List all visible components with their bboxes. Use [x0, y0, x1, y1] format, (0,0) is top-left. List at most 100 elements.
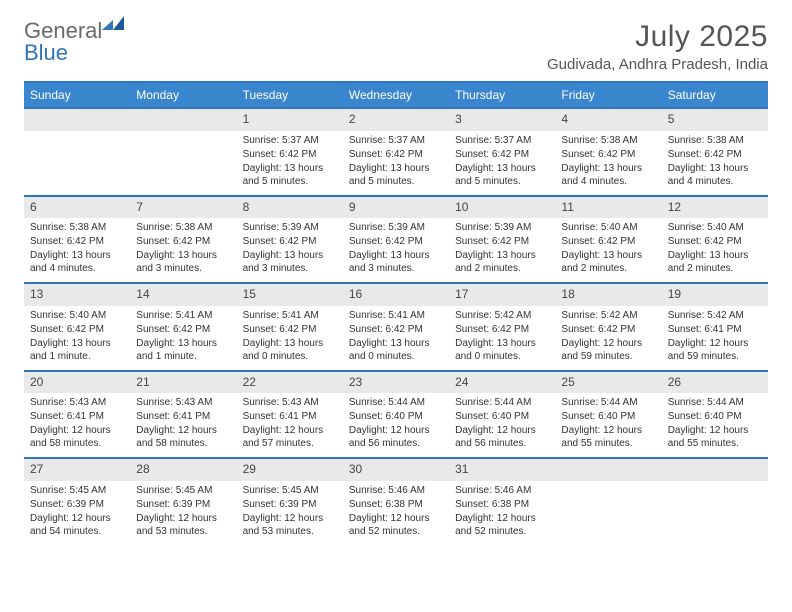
calendar-day-cell: 2Sunrise: 5:37 AMSunset: 6:42 PMDaylight…	[343, 108, 449, 196]
calendar-day-cell: 7Sunrise: 5:38 AMSunset: 6:42 PMDaylight…	[130, 196, 236, 284]
calendar-day-cell	[662, 458, 768, 545]
day-body: Sunrise: 5:40 AMSunset: 6:42 PMDaylight:…	[555, 218, 661, 282]
sunset-line: Sunset: 6:42 PM	[455, 148, 549, 161]
daylight-line: Daylight: 12 hours and 55 minutes.	[561, 424, 655, 450]
day-body: Sunrise: 5:40 AMSunset: 6:42 PMDaylight:…	[24, 306, 130, 370]
daylight-line: Daylight: 12 hours and 59 minutes.	[561, 337, 655, 363]
daylight-line: Daylight: 13 hours and 2 minutes.	[455, 249, 549, 275]
day-number: 13	[24, 284, 130, 306]
day-number: 26	[662, 372, 768, 394]
day-number-empty	[662, 459, 768, 481]
day-body: Sunrise: 5:40 AMSunset: 6:42 PMDaylight:…	[662, 218, 768, 282]
calendar-table: SundayMondayTuesdayWednesdayThursdayFrid…	[24, 81, 768, 545]
sunset-line: Sunset: 6:42 PM	[668, 235, 762, 248]
logo-icon	[102, 12, 124, 37]
day-number-empty	[24, 109, 130, 131]
day-number: 16	[343, 284, 449, 306]
daylight-line: Daylight: 13 hours and 0 minutes.	[455, 337, 549, 363]
day-body: Sunrise: 5:38 AMSunset: 6:42 PMDaylight:…	[24, 218, 130, 282]
day-body: Sunrise: 5:46 AMSunset: 6:38 PMDaylight:…	[449, 481, 555, 545]
sunrise-line: Sunrise: 5:39 AM	[455, 221, 549, 234]
day-number: 12	[662, 197, 768, 219]
sunrise-line: Sunrise: 5:42 AM	[561, 309, 655, 322]
location-subtitle: Gudivada, Andhra Pradesh, India	[547, 56, 768, 73]
daylight-line: Daylight: 12 hours and 53 minutes.	[136, 512, 230, 538]
sunset-line: Sunset: 6:41 PM	[668, 323, 762, 336]
title-block: July 2025 Gudivada, Andhra Pradesh, Indi…	[547, 20, 768, 73]
sunrise-line: Sunrise: 5:45 AM	[243, 484, 337, 497]
sunrise-line: Sunrise: 5:41 AM	[243, 309, 337, 322]
sunset-line: Sunset: 6:38 PM	[349, 498, 443, 511]
sunrise-line: Sunrise: 5:38 AM	[668, 134, 762, 147]
daylight-line: Daylight: 13 hours and 3 minutes.	[243, 249, 337, 275]
sunrise-line: Sunrise: 5:44 AM	[668, 396, 762, 409]
sunset-line: Sunset: 6:40 PM	[349, 410, 443, 423]
day-body: Sunrise: 5:45 AMSunset: 6:39 PMDaylight:…	[237, 481, 343, 545]
daylight-line: Daylight: 12 hours and 58 minutes.	[136, 424, 230, 450]
day-number: 4	[555, 109, 661, 131]
calendar-day-cell: 16Sunrise: 5:41 AMSunset: 6:42 PMDayligh…	[343, 283, 449, 371]
daylight-line: Daylight: 13 hours and 4 minutes.	[668, 162, 762, 188]
calendar-day-cell: 21Sunrise: 5:43 AMSunset: 6:41 PMDayligh…	[130, 371, 236, 459]
sunset-line: Sunset: 6:39 PM	[136, 498, 230, 511]
calendar-day-cell: 19Sunrise: 5:42 AMSunset: 6:41 PMDayligh…	[662, 283, 768, 371]
sunset-line: Sunset: 6:42 PM	[243, 235, 337, 248]
day-number: 29	[237, 459, 343, 481]
calendar-week-row: 1Sunrise: 5:37 AMSunset: 6:42 PMDaylight…	[24, 108, 768, 196]
sunset-line: Sunset: 6:39 PM	[243, 498, 337, 511]
calendar-day-cell: 31Sunrise: 5:46 AMSunset: 6:38 PMDayligh…	[449, 458, 555, 545]
sunset-line: Sunset: 6:42 PM	[136, 235, 230, 248]
sunset-line: Sunset: 6:40 PM	[561, 410, 655, 423]
daylight-line: Daylight: 12 hours and 56 minutes.	[349, 424, 443, 450]
logo-text: General Blue	[24, 20, 124, 64]
day-number: 6	[24, 197, 130, 219]
sunset-line: Sunset: 6:42 PM	[668, 148, 762, 161]
sunrise-line: Sunrise: 5:38 AM	[136, 221, 230, 234]
daylight-line: Daylight: 12 hours and 54 minutes.	[30, 512, 124, 538]
sunrise-line: Sunrise: 5:42 AM	[455, 309, 549, 322]
sunset-line: Sunset: 6:39 PM	[30, 498, 124, 511]
calendar-day-cell: 9Sunrise: 5:39 AMSunset: 6:42 PMDaylight…	[343, 196, 449, 284]
calendar-day-cell: 22Sunrise: 5:43 AMSunset: 6:41 PMDayligh…	[237, 371, 343, 459]
day-body: Sunrise: 5:46 AMSunset: 6:38 PMDaylight:…	[343, 481, 449, 545]
sunset-line: Sunset: 6:41 PM	[243, 410, 337, 423]
day-body: Sunrise: 5:38 AMSunset: 6:42 PMDaylight:…	[555, 131, 661, 195]
day-number: 10	[449, 197, 555, 219]
calendar-day-cell: 27Sunrise: 5:45 AMSunset: 6:39 PMDayligh…	[24, 458, 130, 545]
day-number: 7	[130, 197, 236, 219]
daylight-line: Daylight: 12 hours and 53 minutes.	[243, 512, 337, 538]
calendar-day-cell	[555, 458, 661, 545]
day-header: Wednesday	[343, 82, 449, 108]
calendar-week-row: 13Sunrise: 5:40 AMSunset: 6:42 PMDayligh…	[24, 283, 768, 371]
day-body: Sunrise: 5:42 AMSunset: 6:42 PMDaylight:…	[555, 306, 661, 370]
daylight-line: Daylight: 13 hours and 0 minutes.	[349, 337, 443, 363]
day-body: Sunrise: 5:44 AMSunset: 6:40 PMDaylight:…	[449, 393, 555, 457]
sunset-line: Sunset: 6:42 PM	[349, 235, 443, 248]
sunrise-line: Sunrise: 5:40 AM	[30, 309, 124, 322]
page-title: July 2025	[547, 20, 768, 54]
day-header: Friday	[555, 82, 661, 108]
calendar-day-cell: 4Sunrise: 5:38 AMSunset: 6:42 PMDaylight…	[555, 108, 661, 196]
sunrise-line: Sunrise: 5:43 AM	[136, 396, 230, 409]
day-number: 9	[343, 197, 449, 219]
sunrise-line: Sunrise: 5:37 AM	[349, 134, 443, 147]
calendar-day-cell: 3Sunrise: 5:37 AMSunset: 6:42 PMDaylight…	[449, 108, 555, 196]
day-number: 3	[449, 109, 555, 131]
calendar-week-row: 27Sunrise: 5:45 AMSunset: 6:39 PMDayligh…	[24, 458, 768, 545]
day-number: 2	[343, 109, 449, 131]
day-number: 28	[130, 459, 236, 481]
sunrise-line: Sunrise: 5:40 AM	[561, 221, 655, 234]
sunrise-line: Sunrise: 5:45 AM	[136, 484, 230, 497]
day-body: Sunrise: 5:39 AMSunset: 6:42 PMDaylight:…	[237, 218, 343, 282]
sunrise-line: Sunrise: 5:39 AM	[243, 221, 337, 234]
daylight-line: Daylight: 13 hours and 2 minutes.	[668, 249, 762, 275]
sunset-line: Sunset: 6:42 PM	[243, 323, 337, 336]
sunset-line: Sunset: 6:42 PM	[349, 323, 443, 336]
day-number: 27	[24, 459, 130, 481]
day-body: Sunrise: 5:37 AMSunset: 6:42 PMDaylight:…	[237, 131, 343, 195]
daylight-line: Daylight: 12 hours and 58 minutes.	[30, 424, 124, 450]
sunset-line: Sunset: 6:42 PM	[30, 323, 124, 336]
day-number: 25	[555, 372, 661, 394]
sunrise-line: Sunrise: 5:40 AM	[668, 221, 762, 234]
sunset-line: Sunset: 6:42 PM	[243, 148, 337, 161]
